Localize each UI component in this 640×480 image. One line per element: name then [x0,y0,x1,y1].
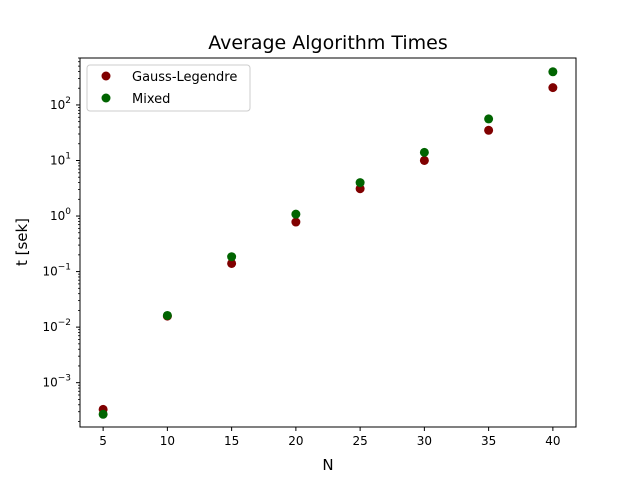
point-mixed [419,147,429,157]
y-axis-label: t [sek] [13,218,31,266]
plot-frame [79,57,577,428]
point-mixed [291,209,301,219]
y-tick-label: 10−2 [42,318,71,334]
x-tick-label: 10 [160,434,175,448]
point-mixed [98,409,108,419]
y-axis: 10−3 10−2 10−1 100 101 102 [42,57,80,422]
point-mixed [162,310,172,320]
x-tick-label: 20 [288,434,303,448]
point-gauss-legendre [419,155,429,165]
y-tick-label: 101 [50,151,71,167]
y-tick-label: 10−3 [42,374,71,390]
x-tick-label: 25 [352,434,367,448]
legend-label: Gauss-Legendre [132,70,237,85]
x-tick-label: 35 [481,434,496,448]
point-mixed [355,178,365,188]
point-gauss-legendre [484,125,494,135]
y-tick-label: 10−1 [42,263,71,279]
x-axis: 5 10 15 20 25 30 35 40 [99,427,561,448]
point-gauss-legendre [291,217,301,227]
point-gauss-legendre [227,258,237,268]
data-points [98,67,558,419]
legend-box [86,64,251,112]
point-mixed [484,114,494,124]
x-tick-label: 30 [417,434,432,448]
point-mixed [548,67,558,77]
x-tick-label: 5 [99,434,107,448]
y-tick-label: 102 [50,96,71,112]
legend-marker [101,71,111,81]
chart-title: Average Algorithm Times [208,32,448,54]
legend-label: Mixed [132,92,170,107]
x-tick-label: 40 [545,434,560,448]
point-gauss-legendre [548,83,558,93]
point-gauss-legendre [355,184,365,194]
legend-marker [101,93,111,103]
x-axis-label: N [322,456,333,474]
x-tick-label: 15 [224,434,239,448]
legend: Gauss-Legendre Mixed [86,64,251,112]
y-tick-label: 100 [50,207,71,223]
point-mixed [227,252,237,262]
